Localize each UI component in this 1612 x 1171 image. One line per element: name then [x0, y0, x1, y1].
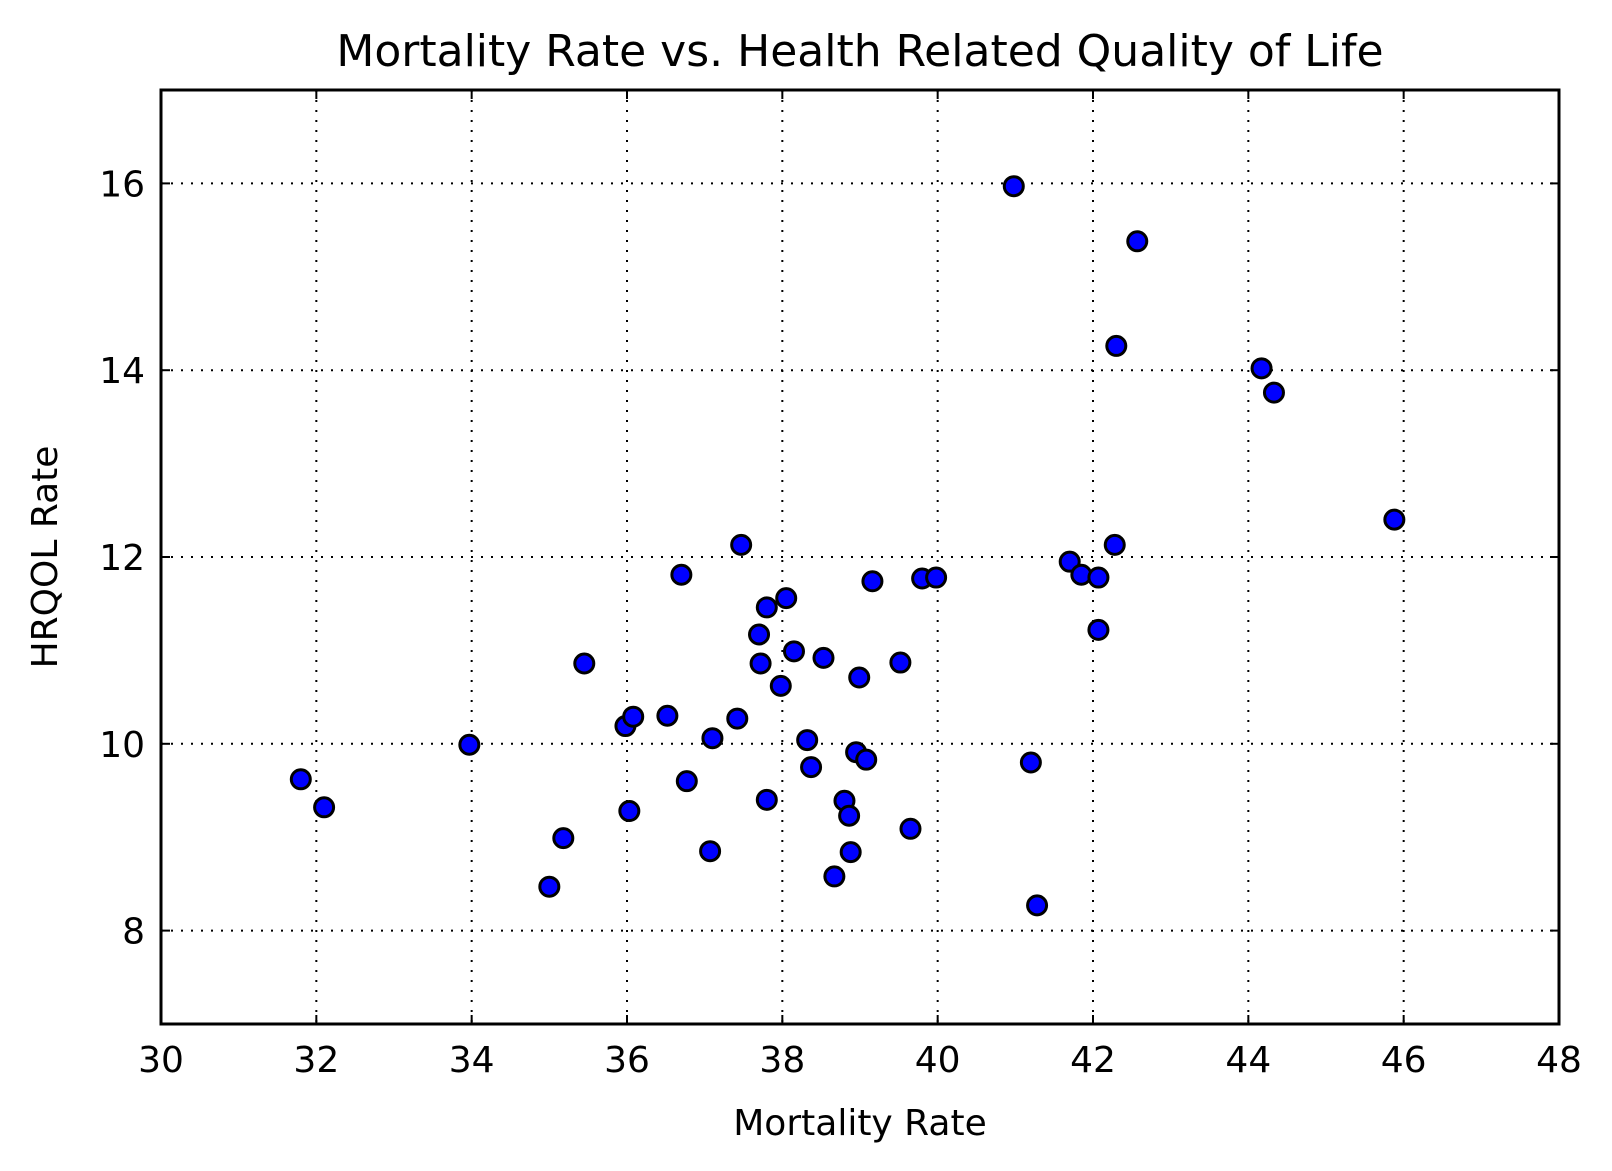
data-point [812, 646, 835, 669]
data-point [675, 770, 698, 793]
data-point [1103, 533, 1126, 556]
data-point [726, 707, 749, 730]
data-point [823, 865, 846, 888]
data-point [838, 804, 861, 827]
x-tick-label: 42 [1070, 1040, 1116, 1081]
x-tick-label: 30 [138, 1040, 184, 1081]
data-point [796, 729, 819, 752]
x-tick-label: 46 [1381, 1040, 1427, 1081]
y-tick-label: 10 [99, 725, 145, 766]
data-point [755, 596, 778, 619]
chart-title: Mortality Rate vs. Health Related Qualit… [336, 26, 1383, 77]
data-point [899, 817, 922, 840]
data-point [622, 705, 645, 728]
data-point [800, 756, 823, 779]
ticks-layer: 30 32 34 36 38 40 42 44 46 48 8 10 12 14 16 [99, 90, 1582, 1081]
data-point [848, 666, 871, 689]
data-point [782, 640, 805, 663]
data-point [289, 768, 312, 791]
data-point [861, 570, 884, 593]
data-point [699, 840, 722, 863]
data-point [1126, 230, 1149, 253]
x-axis-title: Mortality Rate [733, 1103, 986, 1144]
x-tick-label: 40 [915, 1040, 961, 1081]
data-point [1019, 751, 1042, 774]
data-point [1087, 618, 1110, 641]
data-point [573, 652, 596, 675]
x-tick-label: 38 [759, 1040, 805, 1081]
data-point [656, 704, 679, 727]
data-point [1026, 894, 1049, 917]
y-tick-label: 16 [99, 164, 145, 205]
data-point [839, 841, 862, 864]
data-point [313, 796, 336, 819]
x-tick-label: 34 [449, 1040, 495, 1081]
data-point [1002, 175, 1025, 198]
data-point [749, 652, 772, 675]
data-point [552, 827, 575, 850]
data-point [769, 674, 792, 697]
y-axis-title: HRQOL Rate [25, 446, 66, 669]
data-point [1105, 334, 1128, 357]
data-point [538, 875, 561, 898]
data-point [1087, 566, 1110, 589]
y-tick-label: 14 [99, 351, 145, 392]
data-point [730, 533, 753, 556]
data-point [755, 788, 778, 811]
data-point [670, 563, 693, 586]
data-point [701, 727, 724, 750]
x-tick-label: 48 [1536, 1040, 1582, 1081]
data-point [458, 733, 481, 756]
data-point [775, 587, 798, 610]
data-point [1262, 381, 1285, 404]
data-point [855, 748, 878, 771]
y-tick-label: 12 [99, 538, 145, 579]
data-point [748, 623, 771, 646]
data-point [1250, 357, 1273, 380]
x-tick-label: 44 [1225, 1040, 1271, 1081]
data-point [1383, 508, 1406, 531]
x-tick-label: 36 [604, 1040, 650, 1081]
data-point [889, 651, 912, 674]
data-point [925, 566, 948, 589]
plot-frame [159, 88, 1561, 1026]
x-tick-label: 32 [293, 1040, 339, 1081]
y-tick-label: 8 [122, 912, 145, 953]
data-point [618, 800, 641, 823]
points-layer [289, 175, 1406, 917]
